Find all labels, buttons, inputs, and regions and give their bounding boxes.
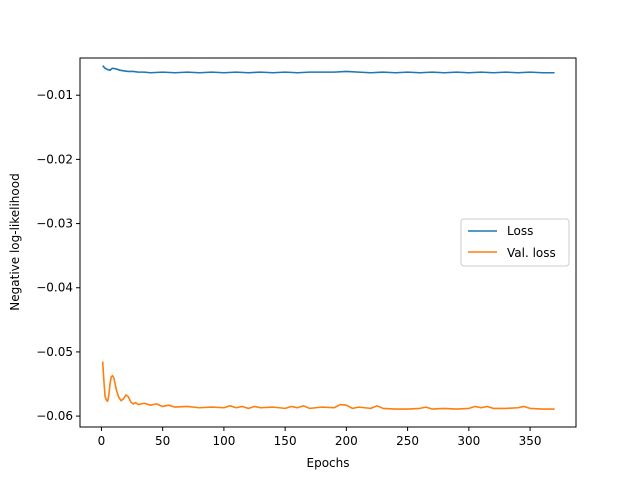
y-axis-ticks: −0.06 −0.05 −0.04 −0.03 −0.02 −0.01: [36, 88, 80, 423]
series-line-val-loss: [101, 361, 555, 410]
x-tick-label: 200: [335, 434, 358, 448]
series-line-loss: [102, 65, 555, 74]
x-axis-label: Epochs: [307, 456, 350, 470]
x-tick-label: 0: [98, 434, 106, 448]
x-tick-label: 150: [274, 434, 297, 448]
y-tick-label: −0.01: [36, 88, 73, 102]
y-tick-label: −0.05: [36, 345, 73, 359]
x-tick-label: 100: [212, 434, 235, 448]
series-layer: [101, 65, 555, 410]
legend-label-val-loss: Val. loss: [507, 246, 556, 260]
legend-label-loss: Loss: [507, 224, 533, 238]
y-axis-label: Negative log-likelihood: [8, 173, 22, 310]
y-tick-label: −0.04: [36, 281, 73, 295]
y-tick-label: −0.03: [36, 217, 73, 231]
x-tick-label: 300: [457, 434, 480, 448]
x-axis-ticks: 0 50 100 150 200 250 300 350: [98, 427, 542, 448]
x-tick-label: 250: [396, 434, 419, 448]
x-tick-label: 350: [519, 434, 542, 448]
y-tick-label: −0.06: [36, 409, 73, 423]
y-tick-label: −0.02: [36, 152, 73, 166]
plot-frame: [79, 57, 577, 428]
legend: Loss Val. loss: [460, 218, 570, 267]
x-tick-label: 50: [155, 434, 170, 448]
